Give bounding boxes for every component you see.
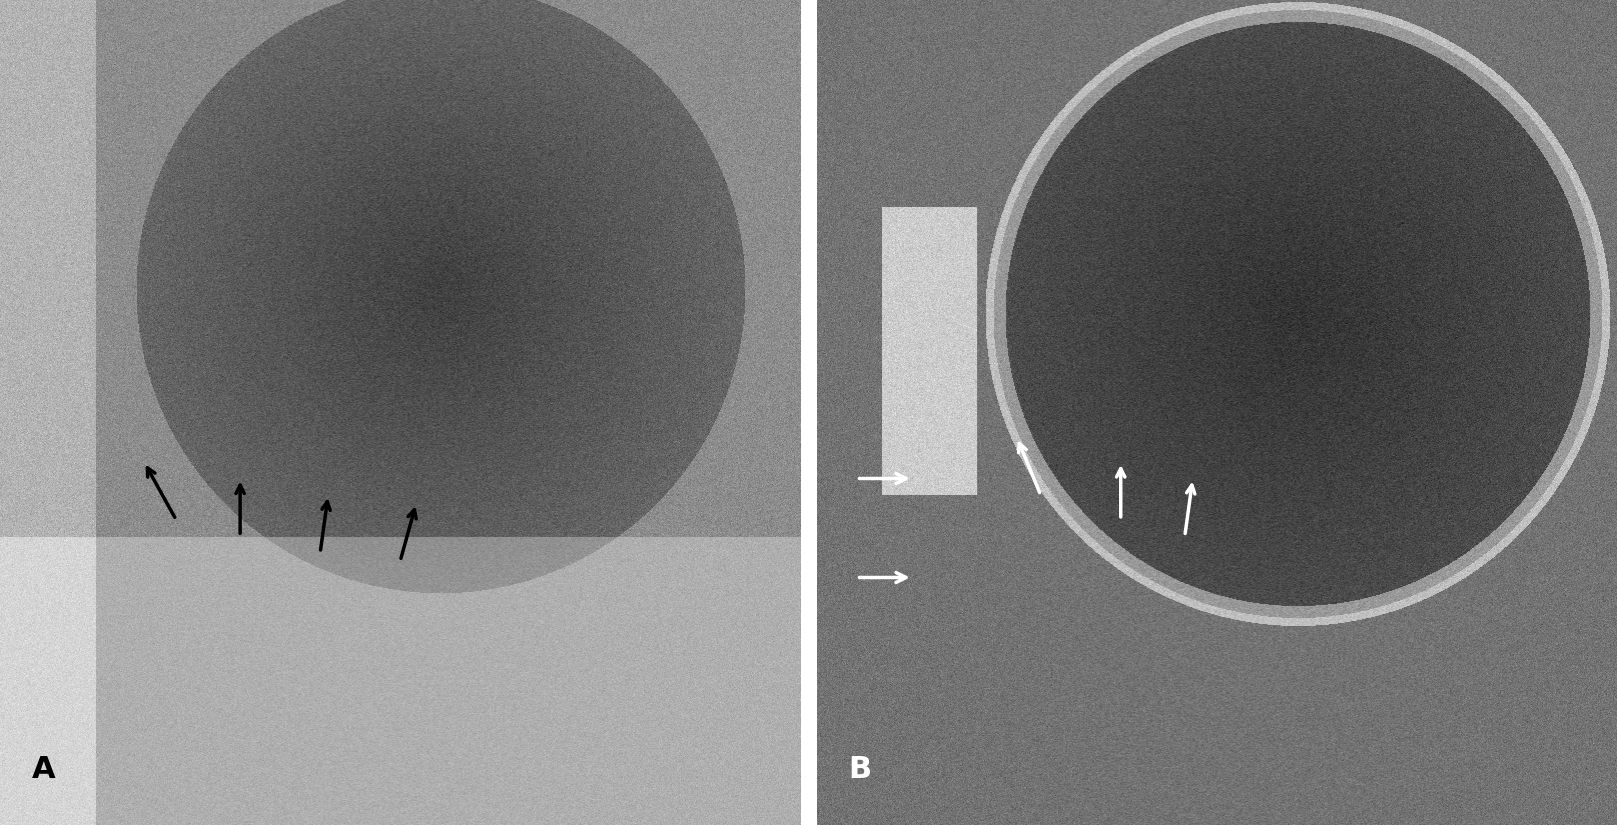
Text: B: B	[849, 755, 872, 784]
Text: A: A	[32, 755, 55, 784]
